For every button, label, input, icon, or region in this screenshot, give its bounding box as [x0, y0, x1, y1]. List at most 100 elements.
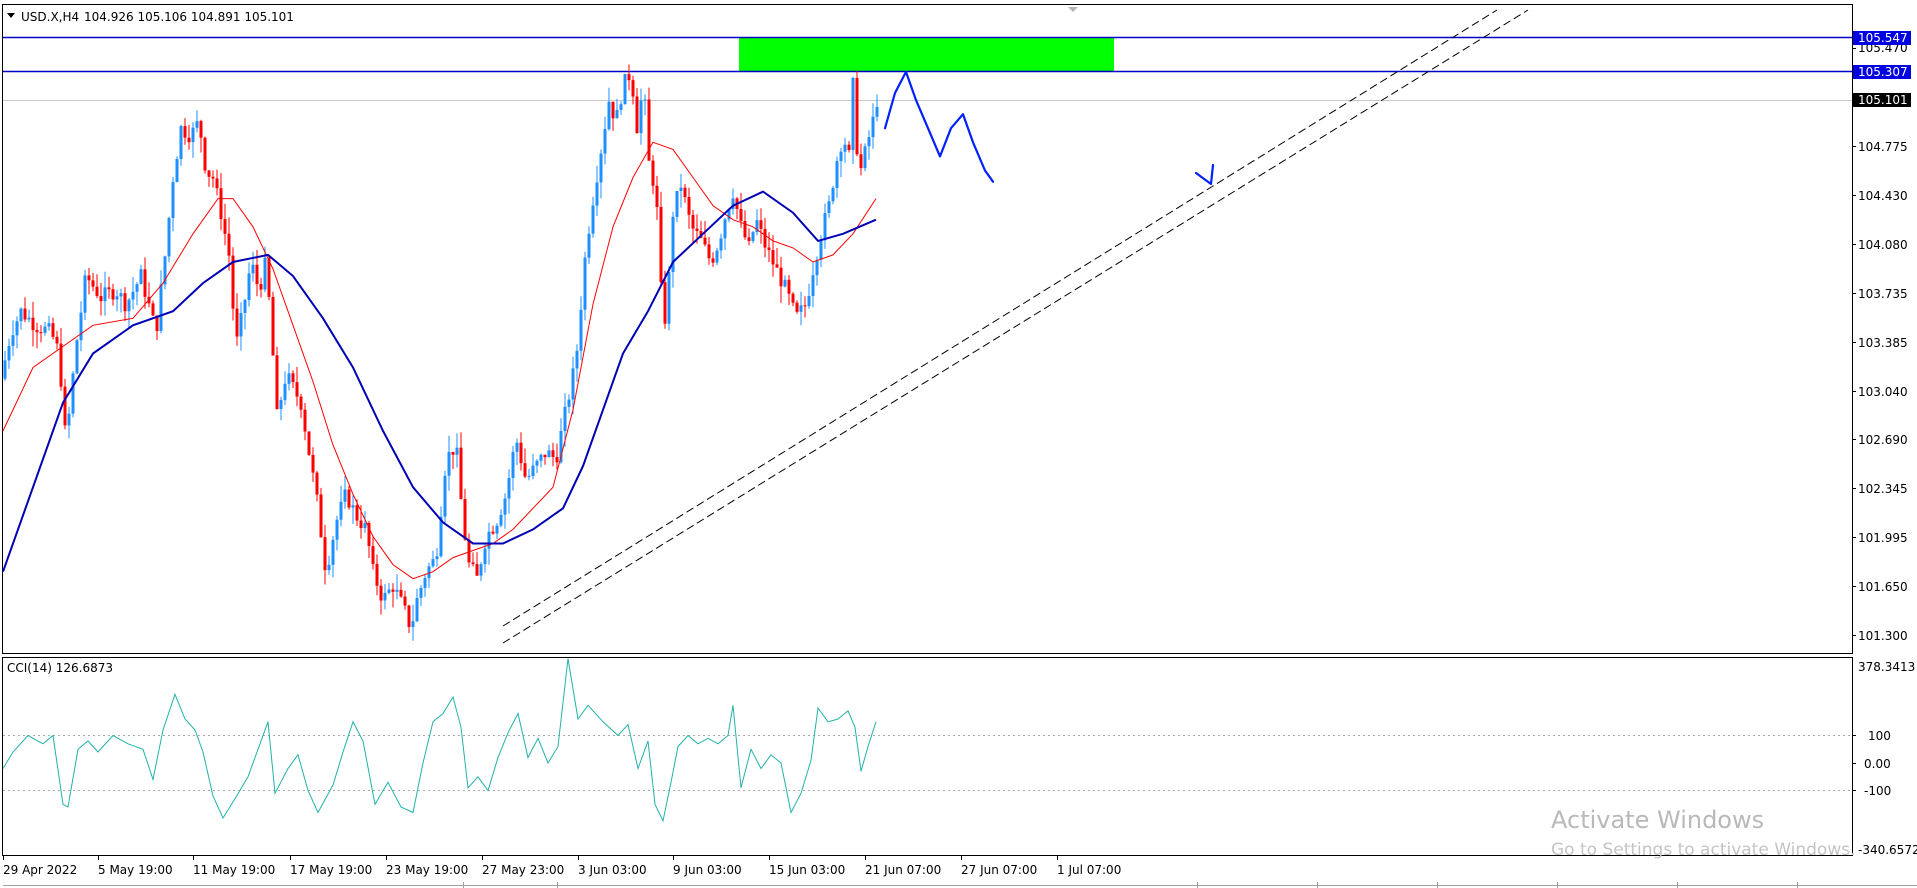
candle-bull: [731, 198, 735, 210]
candle-bull: [27, 317, 31, 320]
candle-bear: [359, 520, 363, 529]
candle-bear: [391, 589, 395, 592]
candle-bear: [491, 531, 495, 534]
price-axis: 105.470 104.775 104.430 104.080 103.735 …: [1852, 41, 1908, 643]
candle-bear: [451, 451, 455, 455]
candle-bear: [323, 537, 327, 571]
candle-bear: [255, 264, 259, 285]
candle-bull: [583, 257, 587, 310]
candle-bull: [19, 308, 23, 322]
candle-bull: [415, 597, 419, 622]
candle-bull: [639, 100, 643, 134]
candle-bear: [683, 187, 687, 198]
candle-bull: [835, 161, 839, 188]
candle-bull: [383, 592, 387, 601]
candle-bear: [475, 564, 479, 576]
candle-bull: [539, 454, 543, 461]
trendline-upper[interactable]: [502, 9, 1498, 627]
candle-bear: [747, 237, 751, 241]
candle-bear: [59, 343, 63, 387]
candle-bear: [691, 214, 695, 229]
candle-bull: [83, 275, 87, 313]
svg-text:27 May 23:00: 27 May 23:00: [482, 863, 564, 877]
candle-bull: [335, 519, 339, 540]
dropdown-arrow-icon[interactable]: [7, 13, 15, 18]
candle-bull: [827, 201, 831, 213]
candle-bear: [99, 296, 103, 302]
candle-bull: [283, 383, 287, 400]
candle-bull: [863, 146, 867, 169]
candle-bear: [295, 382, 299, 397]
candle-bull: [483, 548, 487, 565]
svg-text:17 May 19:00: 17 May 19:00: [290, 863, 372, 877]
candle-bull: [495, 525, 499, 534]
candle-bull: [867, 137, 871, 147]
candle-bull: [195, 121, 199, 128]
candle-bear: [663, 282, 667, 324]
candle-bull: [363, 523, 367, 529]
candle-bull: [423, 578, 427, 588]
candle-bear: [215, 178, 219, 189]
svg-text:103.385: 103.385: [1858, 336, 1908, 350]
candle-bull: [331, 539, 335, 565]
candle-bear: [63, 386, 67, 426]
candle-bull: [487, 531, 491, 549]
svg-text:105.307: 105.307: [1858, 65, 1908, 79]
ohlc-values: 104.926 105.106 104.891 105.101: [84, 10, 294, 24]
price-marker-resistance-bottom: 105.307: [1853, 65, 1911, 79]
candle-bear: [207, 170, 211, 177]
candle-bear: [267, 257, 271, 297]
candle-bear: [555, 457, 559, 463]
candle-bear: [743, 221, 747, 238]
resistance-zone[interactable]: [739, 37, 1114, 71]
trendline-lower[interactable]: [502, 9, 1529, 644]
candle-bull: [783, 279, 787, 287]
candle-bull: [615, 109, 619, 119]
svg-text:101.995: 101.995: [1858, 531, 1908, 545]
candle-bull: [607, 101, 611, 130]
svg-text:21 Jun 07:00: 21 Jun 07:00: [865, 863, 941, 877]
candle-bear: [187, 137, 191, 143]
candle-bear: [519, 442, 523, 464]
candle-bear: [771, 250, 775, 265]
candle-bear: [379, 585, 383, 601]
candle-bull: [531, 465, 535, 476]
svg-text:101.300: 101.300: [1858, 629, 1908, 643]
candle-bull: [815, 259, 819, 276]
candle-bear: [403, 596, 407, 606]
candle-bear: [859, 154, 863, 169]
cci-line: [2, 658, 877, 823]
candle-bull: [279, 399, 283, 409]
scroll-shift-marker[interactable]: [1068, 7, 1078, 12]
candle-bull: [327, 564, 331, 571]
svg-text:101.650: 101.650: [1858, 580, 1908, 594]
candle-bear: [711, 258, 715, 263]
candle-bear: [703, 237, 707, 245]
candle-bear: [183, 126, 187, 138]
candle-bear: [687, 197, 691, 215]
candle-bull: [287, 373, 291, 384]
ma-slow-line: [2, 190, 877, 573]
candle-bull: [875, 106, 879, 117]
candle-bear: [23, 308, 27, 320]
candle-bull: [351, 505, 355, 508]
candle-bear: [107, 287, 111, 290]
svg-text:-100: -100: [1864, 784, 1891, 798]
candle-bull: [247, 273, 251, 300]
candle-bear: [767, 247, 771, 250]
candle-bear: [371, 546, 375, 564]
candle-bull: [871, 116, 875, 138]
candle-bull: [567, 399, 571, 407]
svg-text:29 Apr 2022: 29 Apr 2022: [3, 863, 77, 877]
candle-bull: [7, 346, 11, 361]
candle-bear: [203, 137, 207, 171]
projection-drawing[interactable]: [883, 70, 995, 183]
main-panel-frame: [2, 4, 1853, 654]
candle-bull: [603, 129, 607, 154]
candle-bear: [847, 144, 851, 150]
candle-bull: [799, 305, 803, 312]
candle-bull: [671, 216, 675, 272]
candle-bull: [675, 191, 679, 217]
candle-bull: [71, 373, 75, 414]
